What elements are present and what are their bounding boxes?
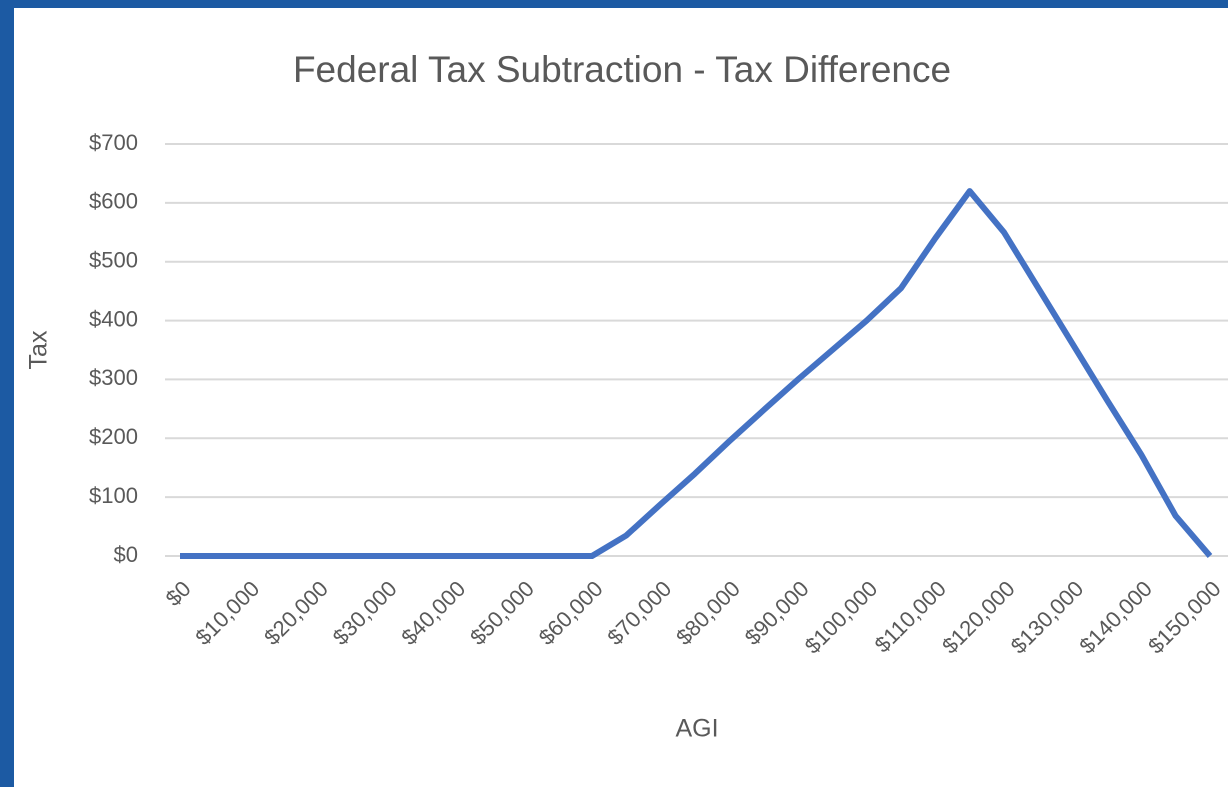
y-tick-label: $100 [89, 483, 138, 508]
y-axis-title: Tax [25, 330, 53, 369]
y-tick-label: $700 [89, 130, 138, 155]
frame-top [0, 0, 1228, 8]
frame-left [0, 0, 14, 787]
y-tick-label: $500 [89, 248, 138, 273]
y-tick-label: $300 [89, 365, 138, 390]
y-tick-label: $200 [89, 424, 138, 449]
x-axis-title: AGI [675, 715, 718, 743]
y-tick-label: $0 [114, 542, 138, 567]
y-tick-label: $400 [89, 306, 138, 331]
data-line [180, 188, 1213, 559]
chart-title: Federal Tax Subtraction - Tax Difference [293, 49, 951, 90]
y-tick-label: $600 [89, 189, 138, 214]
